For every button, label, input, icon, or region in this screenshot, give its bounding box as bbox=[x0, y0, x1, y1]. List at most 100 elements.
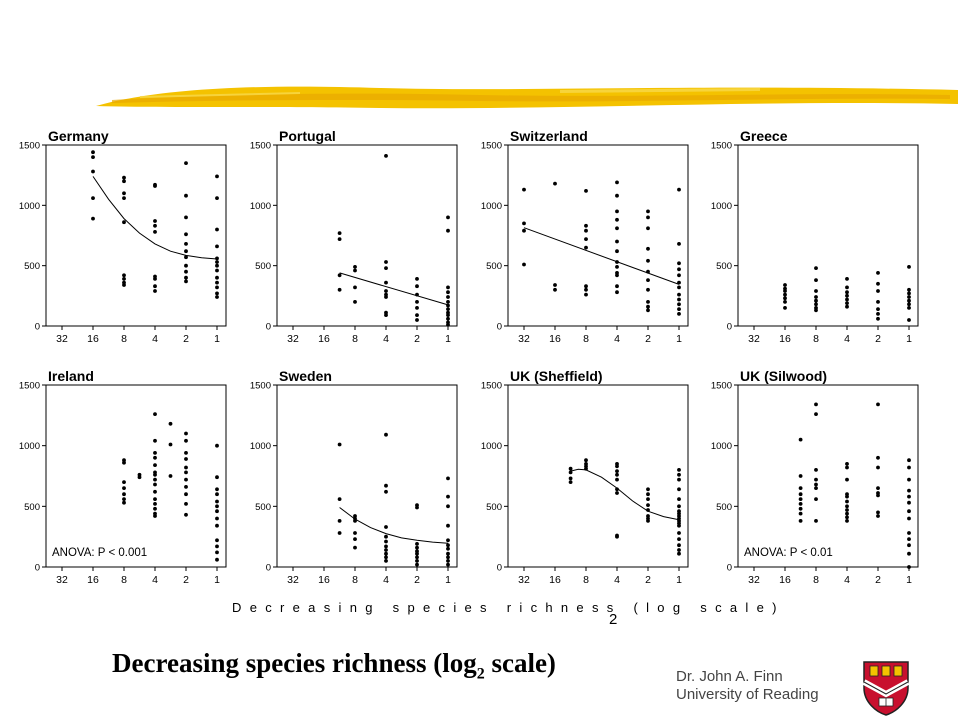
data-point bbox=[615, 464, 619, 469]
data-point bbox=[907, 265, 911, 269]
data-point bbox=[814, 468, 818, 472]
data-point bbox=[337, 273, 342, 278]
data-point bbox=[907, 543, 911, 548]
data-point bbox=[384, 313, 388, 317]
data-point bbox=[907, 488, 911, 493]
data-point bbox=[184, 232, 188, 237]
data-point bbox=[184, 512, 188, 517]
data-point bbox=[215, 256, 219, 261]
data-point bbox=[168, 421, 173, 426]
x-tick-label: 32 bbox=[56, 333, 68, 345]
x-tick-label: 16 bbox=[779, 333, 791, 345]
x-tick-label: 16 bbox=[549, 574, 561, 586]
panel-title: Germany bbox=[48, 128, 109, 144]
data-point bbox=[215, 285, 219, 290]
data-point bbox=[446, 295, 450, 299]
y-tick-label: 1000 bbox=[711, 441, 732, 452]
data-point bbox=[646, 278, 650, 282]
data-point bbox=[446, 215, 450, 220]
data-point bbox=[876, 289, 880, 293]
x-tick-label: 4 bbox=[614, 333, 620, 345]
plot-frame bbox=[276, 384, 458, 568]
data-point bbox=[215, 538, 219, 543]
data-point bbox=[646, 209, 650, 214]
y-tick-label: 0 bbox=[727, 322, 732, 333]
data-point bbox=[907, 306, 911, 310]
data-point bbox=[446, 290, 450, 295]
data-point bbox=[384, 534, 388, 539]
x-tick-label: 8 bbox=[813, 333, 819, 345]
data-point bbox=[153, 451, 157, 455]
data-point bbox=[337, 442, 342, 447]
data-point bbox=[814, 402, 818, 407]
data-point bbox=[415, 505, 419, 510]
x-tick-label: 32 bbox=[518, 574, 530, 586]
author-name: Dr. John A. Finn bbox=[676, 668, 783, 685]
data-point bbox=[415, 545, 419, 550]
x-tick-label: 2 bbox=[645, 574, 651, 586]
data-point bbox=[584, 228, 588, 233]
data-point bbox=[584, 466, 588, 471]
data-point bbox=[876, 465, 880, 470]
data-point bbox=[446, 555, 450, 560]
data-point bbox=[384, 544, 388, 549]
x-tick-label: 16 bbox=[779, 574, 791, 586]
data-point bbox=[122, 283, 126, 287]
data-point bbox=[522, 187, 526, 192]
data-point bbox=[122, 196, 126, 201]
x-tick-label: 8 bbox=[583, 574, 589, 586]
data-point bbox=[584, 284, 588, 289]
data-point bbox=[446, 285, 450, 290]
x-tick-label: 2 bbox=[414, 333, 420, 345]
data-point bbox=[876, 510, 880, 515]
data-point bbox=[184, 485, 188, 489]
data-point bbox=[215, 291, 219, 296]
data-point bbox=[783, 289, 787, 293]
data-point bbox=[677, 543, 681, 548]
data-point bbox=[845, 297, 849, 302]
data-point bbox=[384, 539, 388, 544]
data-point bbox=[337, 531, 342, 535]
data-point bbox=[384, 559, 388, 563]
y-tick-label: 0 bbox=[497, 322, 502, 333]
data-point bbox=[446, 551, 450, 556]
data-point bbox=[568, 470, 573, 475]
data-point bbox=[184, 193, 188, 198]
data-point bbox=[798, 497, 803, 501]
data-point bbox=[415, 306, 419, 310]
data-point bbox=[215, 550, 219, 555]
data-point bbox=[876, 281, 880, 286]
data-point bbox=[814, 519, 818, 523]
data-point bbox=[677, 504, 681, 509]
data-point bbox=[876, 316, 880, 321]
data-point bbox=[184, 269, 188, 274]
data-point bbox=[814, 477, 818, 482]
x-tick-label: 1 bbox=[676, 574, 682, 586]
data-point bbox=[845, 499, 849, 504]
data-point bbox=[646, 258, 650, 263]
data-point bbox=[384, 154, 388, 158]
data-point bbox=[677, 302, 681, 307]
data-point bbox=[122, 492, 126, 497]
data-point bbox=[677, 548, 681, 552]
y-tick-label: 1000 bbox=[250, 201, 271, 212]
y-tick-label: 1000 bbox=[19, 201, 40, 212]
y-tick-label: 500 bbox=[716, 261, 732, 272]
y-tick-label: 500 bbox=[24, 261, 40, 272]
x-tick-label: 4 bbox=[844, 333, 850, 345]
data-point bbox=[91, 169, 95, 174]
data-point bbox=[415, 551, 419, 556]
anova-annotation: ANOVA: P < 0.001 bbox=[52, 547, 147, 559]
x-tick-label: 16 bbox=[318, 333, 330, 345]
data-point bbox=[415, 559, 419, 563]
data-point bbox=[615, 477, 619, 482]
x-tick-label: 16 bbox=[318, 574, 330, 586]
data-point bbox=[615, 534, 619, 539]
panel-title: Switzerland bbox=[510, 128, 588, 144]
data-point bbox=[122, 500, 126, 505]
data-point bbox=[568, 476, 573, 481]
data-point bbox=[215, 196, 219, 201]
data-point bbox=[415, 313, 419, 317]
data-point bbox=[153, 230, 157, 234]
